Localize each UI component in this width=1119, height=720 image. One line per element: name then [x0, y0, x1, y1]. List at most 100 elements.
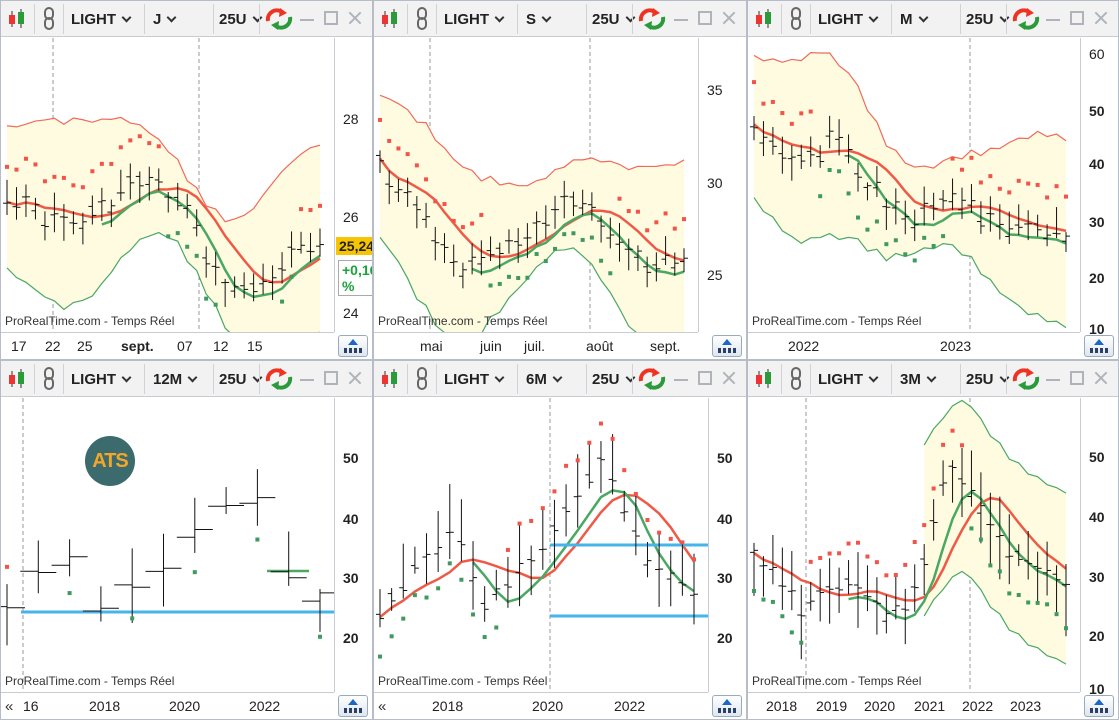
refresh-arrows-icon[interactable] — [1011, 7, 1041, 31]
time-axis[interactable]: 17 22 25 sept. 07 12 15 — [1, 332, 334, 359]
maximize-icon[interactable] — [324, 11, 338, 25]
close-icon[interactable] — [348, 11, 362, 25]
link-button[interactable] — [412, 366, 432, 392]
minimize-icon[interactable] — [674, 11, 688, 21]
chart-type-button[interactable] — [752, 6, 776, 32]
link-icon[interactable] — [41, 367, 57, 391]
link-button[interactable] — [786, 366, 806, 392]
symbol-selector[interactable]: LIGHT — [444, 366, 505, 392]
refresh-button[interactable] — [1010, 366, 1042, 392]
units-selector[interactable]: 25U — [966, 6, 1009, 32]
export-icon[interactable] — [712, 335, 742, 357]
symbol-selector[interactable]: LIGHT — [818, 6, 879, 32]
maximize-icon[interactable] — [324, 371, 338, 385]
candlestick-icon[interactable] — [380, 368, 400, 390]
chart-type-button[interactable] — [378, 366, 402, 392]
units-selector[interactable]: 25U — [592, 366, 635, 392]
symbol-selector[interactable]: LIGHT — [71, 366, 132, 392]
time-axis[interactable]: 2018 2019 2020 2021 2022 2023 — [748, 692, 1080, 719]
price-axis[interactable]: 60 50 40 30 20 10 — [1080, 38, 1118, 337]
units-selector[interactable]: 25U — [219, 6, 262, 32]
close-icon[interactable] — [1094, 11, 1108, 25]
minimize-icon[interactable] — [674, 371, 688, 381]
refresh-button[interactable] — [636, 6, 668, 32]
candlestick-icon[interactable] — [754, 368, 774, 390]
refresh-arrows-icon[interactable] — [637, 7, 667, 31]
maximize-icon[interactable] — [1070, 11, 1084, 25]
refresh-button[interactable] — [1010, 6, 1042, 32]
maximize-icon[interactable] — [698, 11, 712, 25]
price-tick-label: 50 — [717, 450, 733, 466]
price-chart[interactable] — [1, 398, 334, 694]
symbol-selector[interactable]: LIGHT — [71, 6, 132, 32]
export-icon[interactable] — [338, 695, 368, 717]
candlestick-icon[interactable] — [7, 8, 27, 30]
time-axis[interactable]: mai juin juil. août sept. — [374, 332, 698, 359]
symbol-selector[interactable]: LIGHT — [444, 6, 505, 32]
minimize-icon[interactable] — [300, 11, 314, 21]
price-chart[interactable] — [748, 38, 1080, 334]
candlestick-icon[interactable] — [380, 8, 400, 30]
period-selector[interactable]: S — [526, 6, 552, 32]
link-button[interactable] — [412, 6, 432, 32]
refresh-arrows-icon[interactable] — [264, 7, 294, 31]
scroll-back-button[interactable]: « — [378, 698, 387, 715]
price-axis[interactable]: 50 40 30 20 — [334, 398, 372, 692]
price-chart[interactable] — [374, 398, 708, 694]
price-axis[interactable]: 50 40 30 20 — [708, 398, 746, 692]
link-icon[interactable] — [414, 7, 430, 31]
chart-type-button[interactable] — [5, 366, 29, 392]
period-selector[interactable]: 6M — [526, 366, 563, 392]
minimize-icon[interactable] — [1046, 371, 1060, 381]
close-icon[interactable] — [722, 371, 736, 385]
symbol-selector[interactable]: LIGHT — [818, 366, 879, 392]
period-selector[interactable]: J — [153, 6, 177, 32]
export-icon[interactable] — [1084, 695, 1114, 717]
refresh-button[interactable] — [263, 366, 295, 392]
link-button[interactable] — [39, 6, 59, 32]
link-button[interactable] — [786, 6, 806, 32]
symbol-label: LIGHT — [71, 10, 116, 28]
scroll-back-button[interactable]: « — [5, 698, 14, 715]
period-selector[interactable]: M — [900, 6, 928, 32]
refresh-button[interactable] — [263, 6, 295, 32]
link-icon[interactable] — [788, 367, 804, 391]
chart-type-button[interactable] — [378, 6, 402, 32]
link-icon[interactable] — [41, 7, 57, 31]
units-selector[interactable]: 25U — [592, 6, 635, 32]
export-icon[interactable] — [712, 695, 742, 717]
minimize-icon[interactable] — [300, 371, 314, 381]
price-axis[interactable]: 50 40 30 20 10 — [1080, 398, 1118, 697]
price-axis[interactable]: 35 30 25 — [698, 38, 746, 332]
time-axis[interactable]: 2018 2020 2022 « — [374, 692, 708, 719]
refresh-arrows-icon[interactable] — [264, 367, 294, 391]
close-icon[interactable] — [348, 371, 362, 385]
close-icon[interactable] — [1094, 371, 1108, 385]
chart-type-button[interactable] — [5, 6, 29, 32]
refresh-button[interactable] — [636, 366, 668, 392]
maximize-icon[interactable] — [698, 371, 712, 385]
maximize-icon[interactable] — [1070, 371, 1084, 385]
price-chart[interactable] — [374, 38, 698, 334]
link-button[interactable] — [39, 366, 59, 392]
time-axis[interactable]: 16 2018 2020 2022 « — [1, 692, 334, 719]
price-chart[interactable] — [1, 38, 334, 334]
chart-type-button[interactable] — [752, 366, 776, 392]
refresh-arrows-icon[interactable] — [1011, 367, 1041, 391]
refresh-arrows-icon[interactable] — [637, 367, 667, 391]
candlestick-icon[interactable] — [754, 8, 774, 30]
candlestick-icon[interactable] — [7, 368, 27, 390]
export-icon[interactable] — [1084, 335, 1114, 357]
time-axis[interactable]: 2022 2023 — [748, 332, 1080, 359]
export-icon[interactable] — [338, 335, 368, 357]
price-chart[interactable] — [748, 398, 1080, 694]
close-icon[interactable] — [722, 11, 736, 25]
units-selector[interactable]: 25U — [219, 366, 262, 392]
link-icon[interactable] — [414, 367, 430, 391]
minimize-icon[interactable] — [1046, 11, 1060, 21]
period-selector[interactable]: 12M — [153, 366, 198, 392]
units-selector[interactable]: 25U — [966, 366, 1009, 392]
link-icon[interactable] — [788, 7, 804, 31]
period-selector[interactable]: 3M — [900, 366, 937, 392]
